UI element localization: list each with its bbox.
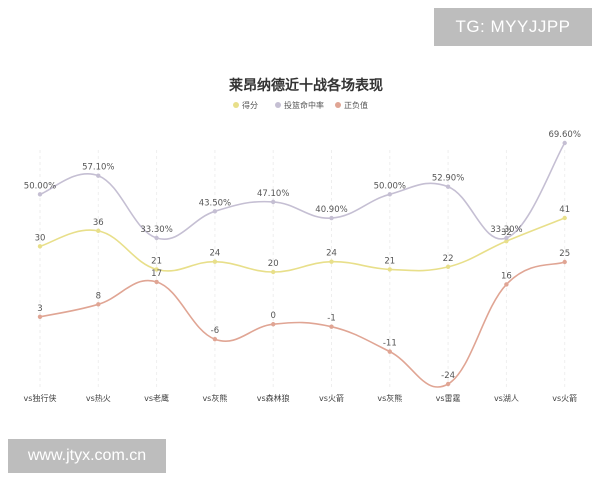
data-point: [504, 238, 509, 244]
data-label: -11: [383, 339, 397, 349]
data-point: [562, 140, 567, 146]
chart-title: 莱昂纳德近十战各场表现: [229, 77, 383, 94]
data-point: [445, 381, 451, 387]
data-label: 17: [151, 269, 162, 279]
data-label: 33.30%: [490, 225, 522, 235]
data-label: 0: [270, 311, 275, 321]
data-point: [562, 215, 567, 221]
data-point: [329, 259, 334, 264]
data-point: [271, 322, 276, 327]
data-label: 32: [501, 228, 512, 238]
data-point: [387, 267, 392, 272]
data-label: 41: [559, 205, 570, 215]
data-label: 33.30%: [140, 225, 172, 235]
data-label: 50.00%: [374, 181, 406, 191]
data-point: [212, 259, 218, 264]
data-label: 30: [35, 233, 46, 243]
legend-label-0: 得分: [242, 100, 258, 110]
data-point: [445, 184, 451, 189]
data-label: 24: [326, 249, 337, 259]
data-label: 21: [151, 256, 162, 266]
data-point: [37, 244, 43, 249]
data-point: [504, 235, 509, 241]
data-points: [37, 140, 567, 387]
data-point: [212, 336, 218, 342]
legend-swatch-2: [335, 102, 341, 108]
data-label: 57.10%: [82, 163, 114, 173]
x-tick-label: vs灰熊: [202, 393, 227, 403]
data-point: [154, 279, 159, 285]
data-point: [387, 192, 392, 197]
data-label: 8: [96, 291, 101, 301]
data-label: 24: [209, 249, 220, 259]
data-point: [212, 209, 218, 214]
data-point: [329, 324, 334, 329]
legend-label-1: 投篮命中率: [284, 100, 324, 110]
data-label: 47.10%: [257, 189, 289, 199]
data-point: [329, 215, 334, 221]
data-label: 20: [268, 259, 279, 269]
data-label: -6: [211, 326, 219, 336]
data-point: [37, 192, 43, 197]
legend-label-2: 正负值: [344, 100, 368, 110]
x-tick-label: vs老鹰: [144, 393, 169, 403]
data-point: [445, 264, 451, 270]
series-line-2: [39, 261, 565, 388]
x-tick-label: vs灰熊: [377, 393, 402, 403]
x-tick-label: vs火箭: [552, 393, 577, 403]
data-label: -24: [441, 371, 455, 381]
data-label: 25: [559, 249, 570, 259]
data-label: 52.90%: [432, 174, 464, 184]
data-point: [96, 173, 101, 178]
series-line-1: [39, 142, 566, 240]
data-point: [271, 269, 276, 275]
data-label: 69.60%: [548, 130, 580, 140]
watermark-top: TG: MYYJJPP: [434, 8, 592, 46]
data-point: [562, 259, 567, 265]
data-point: [504, 282, 509, 287]
data-label: -1: [327, 314, 335, 324]
data-point: [387, 349, 392, 354]
data-label: 16: [501, 271, 512, 281]
data-label: 21: [384, 256, 395, 266]
x-tick-label: vs雷霆: [436, 394, 461, 403]
data-point: [96, 302, 101, 307]
data-label: 22: [443, 254, 454, 264]
legend: 得分 投篮命中率 正负值: [233, 100, 368, 110]
data-point: [154, 267, 159, 272]
x-tick-label: vs湖人: [494, 394, 519, 403]
x-tick-label: vs火箭: [319, 393, 344, 403]
legend-swatch-0: [233, 102, 239, 108]
data-label: 3: [37, 304, 42, 314]
x-axis-ticks: vs独行侠 vs热火 vs老鹰 vs灰熊 vs森林狼 vs火箭 vs灰熊 vs雷霆 vs湖人 vs…: [24, 393, 578, 403]
x-tick-label: vs独行侠: [24, 393, 57, 403]
data-label: 43.50%: [199, 198, 231, 208]
data-point: [37, 314, 43, 319]
watermark-bottom: www.jtyx.com.cn: [8, 439, 166, 473]
data-point: [271, 199, 276, 205]
data-point: [96, 228, 101, 234]
legend-swatch-1: [275, 102, 281, 108]
data-label: 50.00%: [24, 181, 56, 191]
series-lines: [39, 142, 566, 388]
x-tick-label: vs热火: [86, 393, 111, 403]
data-point: [154, 235, 159, 241]
data-label: 40.90%: [315, 205, 347, 215]
data-label: 36: [93, 218, 104, 228]
series-line-0: [39, 217, 565, 273]
x-tick-label: vs森林狼: [257, 393, 290, 403]
gridlines: [39, 150, 566, 388]
